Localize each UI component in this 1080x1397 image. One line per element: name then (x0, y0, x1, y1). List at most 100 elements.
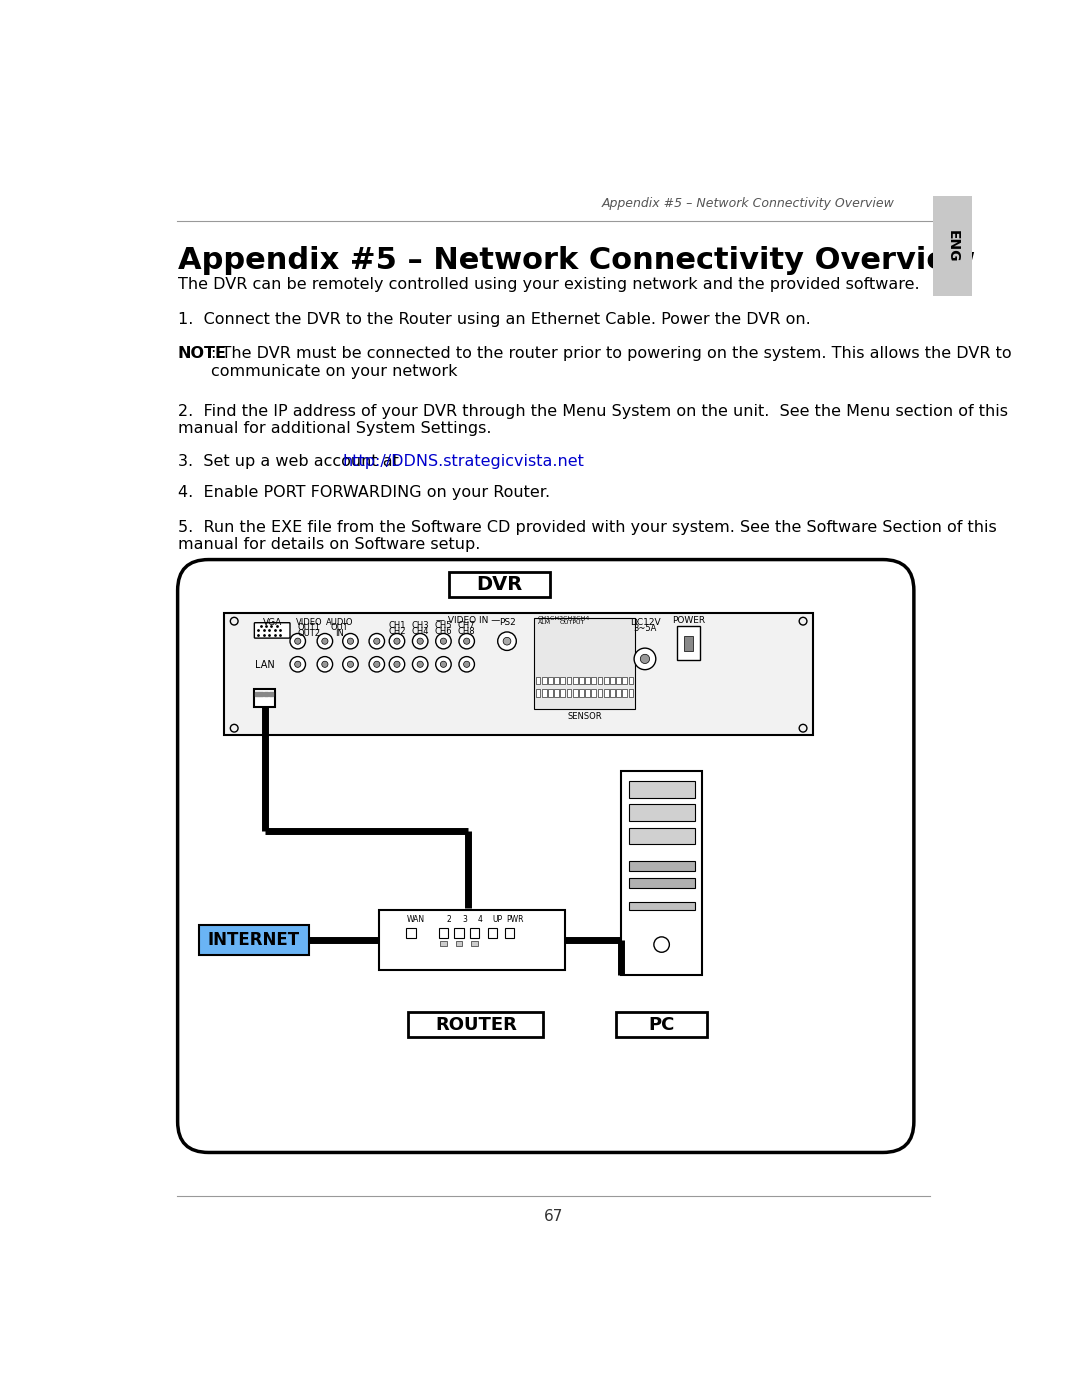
Text: ENG: ENG (946, 231, 960, 263)
Text: CH1CH2CH3CH4: CH1CH2CH3CH4 (538, 616, 591, 620)
Bar (225, 613, 813, 735)
Bar (597, 676, 603, 685)
Text: POWER: POWER (672, 616, 705, 624)
Bar (254, 689, 275, 707)
Bar (488, 929, 497, 937)
Bar (567, 689, 571, 697)
Circle shape (295, 661, 301, 668)
Bar (629, 861, 694, 872)
Text: CH7: CH7 (458, 622, 475, 630)
Text: OUTPUT: OUTPUT (559, 620, 585, 626)
Bar (449, 571, 550, 597)
Text: 2.  Find the IP address of your DVR through the Menu System on the unit.  See th: 2. Find the IP address of your DVR throu… (177, 404, 1008, 436)
Circle shape (459, 633, 474, 648)
Circle shape (291, 633, 306, 648)
Text: CH8: CH8 (458, 627, 475, 636)
Bar (199, 925, 309, 954)
Text: http://DDNS.strategicvista.net: http://DDNS.strategicvista.net (342, 454, 584, 469)
Circle shape (369, 633, 384, 648)
Text: ROUTER: ROUTER (435, 1016, 517, 1034)
Circle shape (230, 617, 238, 624)
Bar (554, 676, 559, 685)
Bar (622, 689, 627, 697)
Circle shape (640, 654, 649, 664)
Text: NOTE: NOTE (177, 346, 227, 362)
Circle shape (389, 633, 405, 648)
Bar (592, 676, 596, 685)
Text: ALM: ALM (538, 620, 551, 626)
Bar (610, 676, 615, 685)
Text: 1.  Connect the DVR to the Router using an Ethernet Cable. Power the DVR on.: 1. Connect the DVR to the Router using a… (177, 312, 810, 327)
Bar (629, 676, 633, 685)
Bar (629, 805, 694, 821)
Text: LAN: LAN (255, 659, 275, 669)
Circle shape (348, 638, 353, 644)
Circle shape (342, 657, 359, 672)
Circle shape (374, 638, 380, 644)
Circle shape (441, 661, 446, 668)
Text: AUDIO: AUDIO (326, 617, 353, 627)
Circle shape (417, 661, 423, 668)
Text: 4: 4 (477, 915, 483, 923)
Bar (585, 676, 590, 685)
Bar (572, 676, 578, 685)
Text: The DVR can be remotely controlled using your existing network and the provided : The DVR can be remotely controlled using… (177, 277, 919, 292)
Text: DVR: DVR (476, 574, 523, 594)
Bar (579, 676, 583, 685)
Text: WAN: WAN (406, 915, 424, 923)
Bar (379, 909, 565, 970)
Circle shape (463, 661, 470, 668)
Bar (621, 771, 702, 975)
Bar (629, 781, 694, 798)
Circle shape (435, 657, 451, 672)
Bar (408, 1011, 543, 1037)
Bar (592, 689, 596, 697)
Circle shape (374, 661, 380, 668)
Text: PC: PC (648, 1016, 674, 1034)
Text: CH6: CH6 (434, 627, 453, 636)
Circle shape (653, 937, 670, 953)
Text: Appendix #5 – Network Connectivity Overview: Appendix #5 – Network Connectivity Overv… (177, 246, 975, 275)
Bar (629, 902, 694, 909)
Bar (604, 676, 608, 685)
Circle shape (441, 638, 446, 644)
Text: DC12V: DC12V (630, 617, 660, 627)
Circle shape (463, 638, 470, 644)
Text: Appendix #5 – Network Connectivity Overview: Appendix #5 – Network Connectivity Overv… (602, 197, 894, 210)
Text: VGA: VGA (264, 617, 283, 627)
Bar (470, 929, 480, 937)
Bar (572, 689, 578, 697)
Bar (554, 689, 559, 697)
Circle shape (230, 725, 238, 732)
Circle shape (799, 617, 807, 624)
FancyBboxPatch shape (933, 196, 972, 296)
Circle shape (291, 657, 306, 672)
Circle shape (435, 633, 451, 648)
Circle shape (389, 657, 405, 672)
Circle shape (799, 725, 807, 732)
Circle shape (295, 638, 301, 644)
Bar (629, 689, 633, 697)
Text: SENSOR: SENSOR (567, 712, 602, 721)
Circle shape (498, 631, 516, 651)
Circle shape (369, 657, 384, 672)
Bar (677, 626, 700, 661)
Text: 5.  Run the EXE file from the Software CD provided with your system. See the Sof: 5. Run the EXE file from the Software CD… (177, 520, 997, 552)
Circle shape (322, 638, 328, 644)
Text: : The DVR must be connected to the router prior to powering on the system. This : : The DVR must be connected to the route… (211, 346, 1012, 379)
Text: CH3: CH3 (411, 622, 429, 630)
Circle shape (417, 638, 423, 644)
Bar (542, 676, 546, 685)
Text: 3~5A: 3~5A (633, 624, 657, 633)
Circle shape (342, 633, 359, 648)
Circle shape (394, 638, 400, 644)
Text: 67: 67 (544, 1208, 563, 1224)
Bar (455, 929, 463, 937)
Bar (471, 940, 477, 946)
Circle shape (413, 657, 428, 672)
Bar (616, 1011, 707, 1037)
FancyBboxPatch shape (255, 623, 291, 638)
Bar (629, 877, 694, 888)
Bar (579, 689, 583, 697)
Text: PWR: PWR (507, 915, 524, 923)
